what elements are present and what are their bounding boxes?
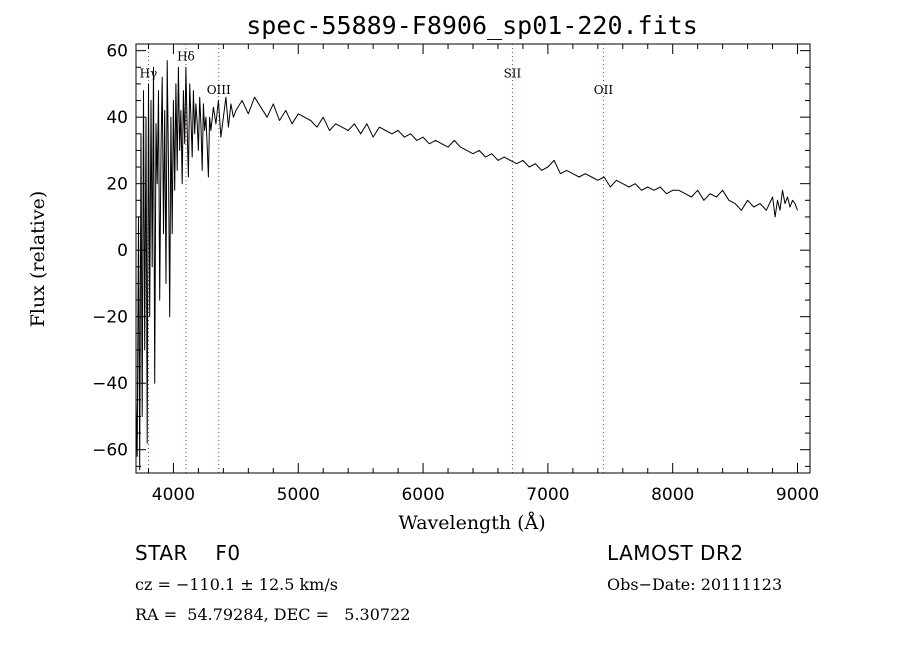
spectral-line-markers (147, 44, 604, 473)
y-tick-label: −40 (92, 374, 128, 394)
x-tick-label: 6000 (401, 485, 444, 505)
x-axis-label: Wavelength (Å) (398, 512, 545, 534)
axis-ticks (136, 44, 810, 473)
x-tick-label: 7000 (526, 485, 569, 505)
y-tick-label: 20 (106, 175, 128, 195)
y-axis-label: Flux (relative) (27, 191, 49, 328)
spectral-line-labels: Hγ Hδ OIII SII OII (140, 50, 614, 97)
spectral-line-label: OIII (207, 83, 231, 97)
object-class: STAR F0 (135, 541, 241, 565)
x-tick-label: 5000 (277, 485, 320, 505)
y-tick-label: −20 (92, 308, 128, 328)
x-tick-label: 4000 (152, 485, 195, 505)
y-tick-labels: −60 −40 −20 0 20 40 60 (92, 42, 128, 461)
y-tick-label: −60 (92, 441, 128, 461)
spectral-line-label: Hγ (140, 66, 158, 80)
y-tick-label: 0 (117, 241, 128, 261)
survey-name: LAMOST DR2 (607, 541, 744, 565)
coordinates: RA = 54.79284, DEC = 5.30722 (135, 605, 410, 624)
x-tick-labels: 4000 5000 6000 7000 8000 9000 (152, 485, 819, 505)
observation-date: Obs−Date: 20111123 (607, 575, 782, 594)
x-tick-label: 8000 (651, 485, 694, 505)
spectrum-series-line (135, 60, 798, 471)
x-tick-label: 9000 (776, 485, 819, 505)
redshift-velocity: cz = −110.1 ± 12.5 km/s (135, 575, 338, 594)
spectral-line-label: SII (504, 66, 522, 80)
y-tick-label: 60 (106, 42, 128, 62)
spectral-line-label: Hδ (177, 50, 195, 64)
chart-title: spec-55889-F8906_sp01-220.fits (246, 11, 698, 40)
spectral-line-label: OII (594, 83, 614, 97)
y-tick-label: 40 (106, 108, 128, 128)
